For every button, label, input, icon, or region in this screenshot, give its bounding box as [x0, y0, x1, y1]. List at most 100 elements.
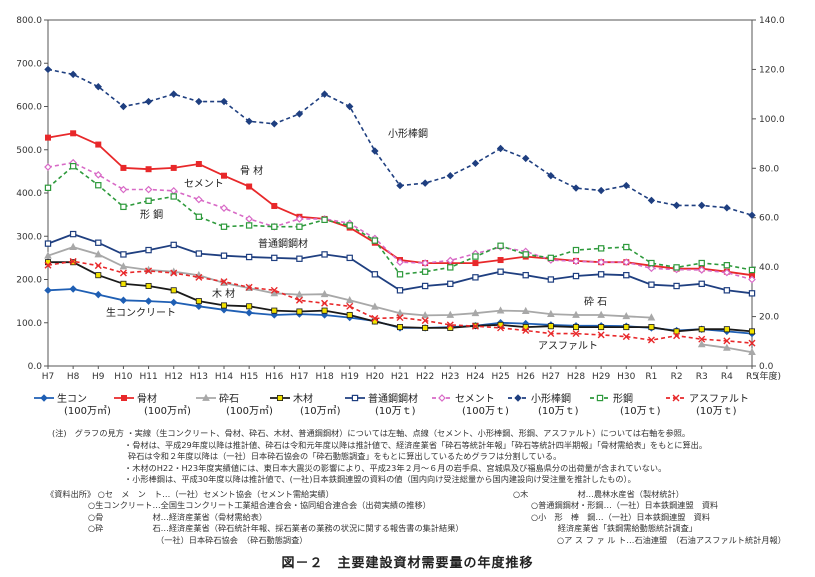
- data-point: [246, 303, 253, 310]
- data-point: [321, 299, 329, 307]
- data-point-stroke: [346, 302, 354, 310]
- series-annotation: 普通鋼鋼材: [258, 237, 308, 250]
- x-tick-label: H7: [42, 372, 55, 382]
- legend-item-普通鋼鋼材: 普通鋼鋼材(10万ｔ): [345, 392, 418, 417]
- data-point-stroke: [69, 257, 77, 265]
- data-point: [120, 203, 127, 211]
- data-point: [371, 314, 379, 322]
- data-point: [421, 317, 429, 325]
- series-アスファルト: [44, 257, 756, 347]
- data-point-stroke: [672, 394, 680, 402]
- data-point: [673, 332, 681, 340]
- data-point: [321, 307, 328, 314]
- data-point-stroke: [497, 324, 505, 332]
- right-tick-label: 140.0: [759, 16, 785, 26]
- x-tick-label: H26: [517, 372, 535, 382]
- x-tick-label: H16: [265, 372, 283, 382]
- data-point: [220, 172, 227, 179]
- data-point: [697, 340, 706, 348]
- data-point: [396, 308, 404, 317]
- data-point: [220, 223, 228, 230]
- data-point: [547, 330, 555, 338]
- data-point-stroke: [446, 321, 454, 329]
- data-point: [748, 339, 756, 347]
- x-axis-suffix: (年度): [756, 370, 781, 382]
- source-item: （一社）日本砕石協会 （砕石動態調査）: [156, 534, 308, 545]
- series-普通鋼鋼材: [44, 230, 756, 297]
- data-point: [597, 271, 605, 278]
- data-point: [371, 147, 379, 155]
- data-point: [497, 242, 504, 249]
- data-point: [346, 311, 353, 318]
- data-point: [371, 271, 379, 278]
- left-tick-label: 500.0: [16, 146, 42, 156]
- data-point: [623, 324, 630, 331]
- x-tick-label: H27: [542, 372, 560, 382]
- data-point: [371, 237, 379, 244]
- data-point: [547, 171, 555, 180]
- left-tick-label: 200.0: [16, 276, 42, 286]
- source-item: ○ア ス フ ァ ル ト…石油連盟 （石油アスファルト統計月報）: [556, 534, 786, 545]
- legend: 生コン(100万㎥)骨材(100万㎥)砕石(100万㎥)木材(10万㎥)普通鋼鋼…: [34, 392, 749, 417]
- data-point: [672, 201, 681, 210]
- data-point: [346, 302, 354, 310]
- data-point: [749, 328, 756, 335]
- data-point: [69, 242, 77, 250]
- data-point: [497, 324, 505, 332]
- data-point: [119, 262, 128, 270]
- data-point: [622, 312, 631, 320]
- data-point: [396, 181, 404, 190]
- data-point: [673, 264, 680, 271]
- legend-unit: (100万ｔ): [462, 406, 509, 417]
- data-point-stroke: [245, 283, 253, 291]
- data-point: [572, 272, 580, 280]
- data-point: [748, 211, 756, 219]
- legend-unit: (100万㎥): [144, 404, 191, 417]
- data-point: [94, 262, 102, 270]
- data-point: [396, 258, 404, 267]
- data-point: [94, 170, 103, 179]
- data-point: [438, 394, 446, 402]
- data-point: [596, 394, 604, 402]
- x-tick-label: H28: [567, 372, 585, 382]
- data-point: [673, 328, 680, 335]
- left-tick-label: 800.0: [16, 16, 42, 26]
- data-point: [572, 257, 580, 266]
- x-tick-label: H10: [114, 372, 132, 382]
- data-point: [40, 394, 48, 402]
- data-point: [245, 222, 253, 229]
- data-point: [723, 268, 731, 277]
- data-point: [271, 307, 278, 314]
- data-point: [472, 253, 479, 260]
- data-point: [622, 181, 630, 190]
- data-point: [295, 290, 304, 298]
- legend-unit: (10万ｔ): [696, 406, 737, 417]
- data-point: [119, 102, 128, 111]
- data-point: [44, 65, 52, 74]
- data-point: [195, 273, 203, 281]
- data-point: [723, 287, 731, 294]
- data-point: [723, 343, 731, 351]
- right-tick-label: 60.0: [759, 214, 779, 224]
- x-tick-label: R1: [645, 372, 657, 382]
- data-point: [622, 258, 631, 267]
- data-point: [597, 186, 605, 195]
- data-point: [195, 195, 203, 204]
- data-point: [295, 215, 304, 223]
- left-y-axis: 0.0 100.0 200.0 300.0 400.0 500.0 600.0 700.0 80…: [16, 16, 48, 372]
- data-point: [271, 254, 278, 262]
- data-point: [170, 269, 178, 277]
- data-point: [220, 252, 228, 259]
- data-point: [647, 313, 656, 321]
- data-point-stroke: [94, 262, 102, 270]
- x-tick-label: H9: [92, 372, 105, 382]
- legend-label: 生コン: [57, 392, 87, 405]
- series-形鋼: [44, 162, 756, 278]
- data-point: [202, 393, 210, 401]
- left-tick-label: 300.0: [16, 232, 42, 242]
- data-point-stroke: [723, 337, 731, 345]
- data-point-stroke: [396, 314, 404, 322]
- data-point: [44, 240, 52, 247]
- legend-item-形鋼: 形鋼(10万ｔ): [590, 392, 661, 417]
- data-point: [195, 302, 203, 311]
